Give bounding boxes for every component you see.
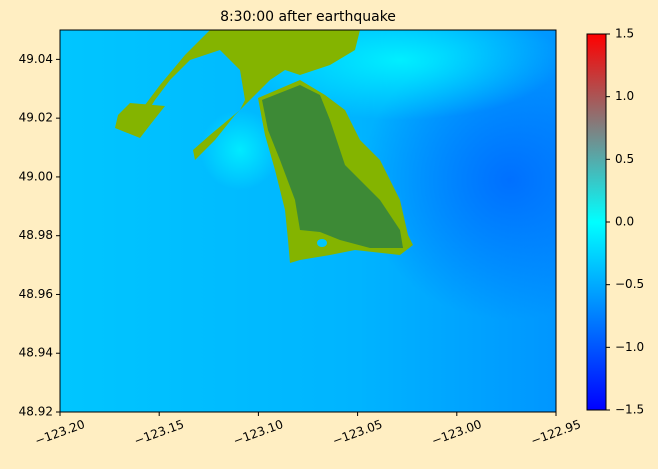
field <box>60 30 556 412</box>
y-tick-label: 49.04 <box>19 52 53 66</box>
axes-frame <box>59 29 557 413</box>
y-tick-label: 49.00 <box>19 169 53 183</box>
x-tick-label: −123.20 <box>33 417 87 448</box>
y-tick-label: 48.92 <box>19 405 53 419</box>
colorbar-tick-label: 1.5 <box>615 27 634 41</box>
x-tick-label: −123.00 <box>430 417 484 448</box>
colorbar-tick-label: −1.0 <box>615 340 644 354</box>
y-tick-label: 49.02 <box>19 111 53 125</box>
chart-title: 8:30:00 after earthquake <box>220 9 396 25</box>
colorbar <box>586 33 607 411</box>
x-tick-label: −123.10 <box>231 417 285 448</box>
colorbar-tick-label: 0.5 <box>615 152 634 166</box>
x-tick-label: −123.15 <box>132 417 186 448</box>
x-tick-label: −122.95 <box>529 417 583 448</box>
colorbar-tick-label: 0.0 <box>615 215 634 229</box>
y-tick-label: 48.96 <box>19 287 53 301</box>
colorbar-tick-label: 1.0 <box>615 89 634 103</box>
x-tick-label: −123.05 <box>331 417 385 448</box>
colorbar-tick-label: −1.5 <box>615 403 644 417</box>
colorbar-tick-label: −0.5 <box>615 277 644 291</box>
y-tick-label: 48.98 <box>19 228 53 242</box>
y-tick-label: 48.94 <box>19 346 53 360</box>
